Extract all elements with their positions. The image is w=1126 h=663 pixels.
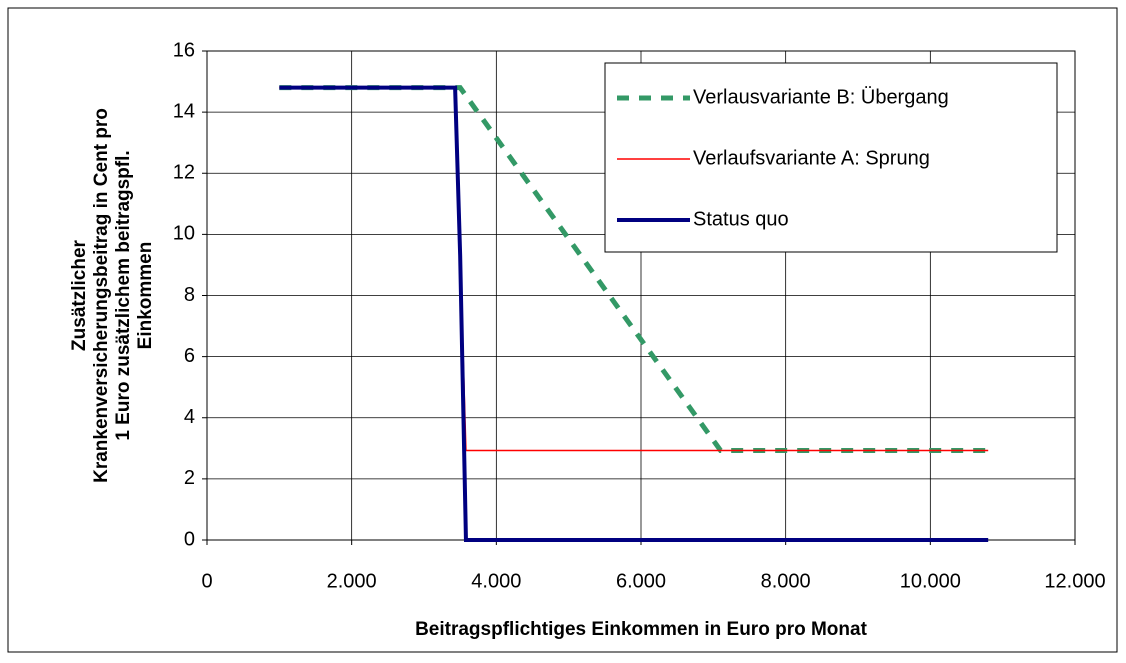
x-tick-label: 2.000: [327, 570, 377, 592]
y-tick-label: 4: [184, 406, 195, 428]
y-tick-label: 2: [184, 467, 195, 489]
y-tick-label: 12: [173, 162, 195, 184]
y-axis-label-line: Einkommen: [135, 242, 156, 350]
y-axis-label-line: Zusätzlicher: [69, 239, 90, 350]
y-axis-label: ZusätzlicherKrankenversicherungsbeitrag …: [69, 108, 156, 483]
x-tick-label: 0: [201, 570, 212, 592]
y-tick-label: 6: [184, 345, 195, 367]
legend-label: Status quo: [693, 208, 789, 230]
y-tick-label: 0: [184, 528, 195, 550]
series-line: [279, 85, 989, 542]
legend-label: Verlaufsvariante A: Sprung: [693, 147, 930, 169]
x-tick-label: 12.000: [1044, 570, 1105, 592]
y-tick-label: 10: [173, 223, 195, 245]
x-axis-label: Beitragspflichtiges Einkommen in Euro pr…: [415, 619, 867, 640]
y-tick-label: 16: [173, 39, 195, 61]
y-axis-label-line: 1 Euro zusätzlichem beitragspfl.: [113, 150, 134, 440]
y-axis-label-line: Krankenversicherungsbeitrag in Cent pro: [91, 108, 112, 483]
y-tick-label: 14: [173, 100, 195, 122]
legend-label: Verlausvariante B: Übergang: [693, 86, 949, 108]
x-tick-label: 8.000: [761, 570, 811, 592]
x-tick-label: 10.000: [900, 570, 961, 592]
y-tick-label: 8: [184, 284, 195, 306]
x-tick-label: 6.000: [616, 570, 666, 592]
x-tick-label: 4.000: [471, 570, 521, 592]
